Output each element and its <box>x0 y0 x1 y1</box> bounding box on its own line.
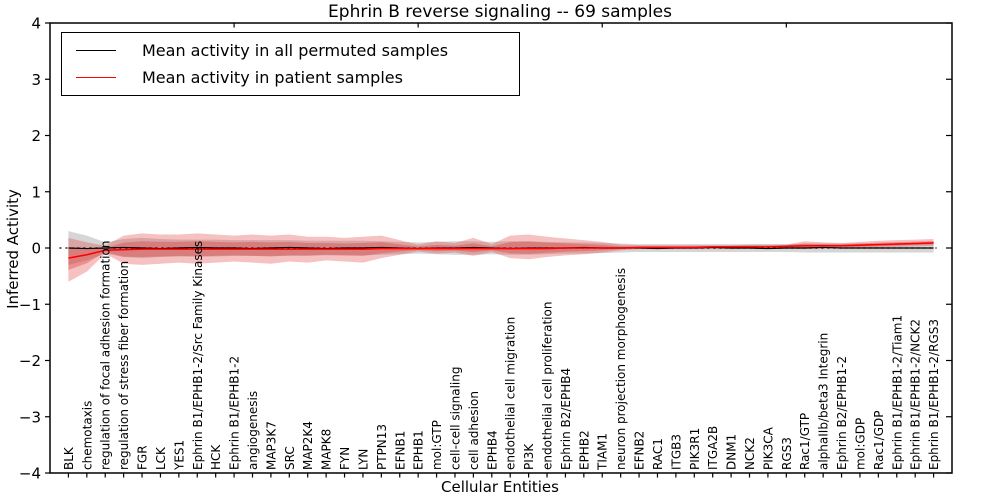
x-tick-label: endothelial cell migration <box>504 317 518 470</box>
x-tick-label: EFNB2 <box>633 431 647 470</box>
x-tick-label: RAC1 <box>651 438 665 470</box>
y-tick-label: 1 <box>31 183 41 201</box>
x-tick-label: Ephrin B1/EPHB1-2/NCK2 <box>909 319 923 470</box>
y-tick-label: −4 <box>19 465 41 483</box>
x-tick-label: Rac1/GTP <box>798 413 812 470</box>
x-tick-label: PI3K <box>522 443 536 470</box>
x-tick-label: RGS3 <box>780 437 794 470</box>
x-tick-label: EPHB2 <box>577 430 591 470</box>
x-tick-label: BLK <box>62 446 76 470</box>
y-tick-label: 0 <box>31 240 41 258</box>
patient-band-inner <box>68 240 934 270</box>
x-tick-label: Ephrin B2/EPHB4 <box>559 368 573 470</box>
patient-mean-line <box>68 242 934 259</box>
legend-entry-permuted: Mean activity in all permuted samples <box>62 38 519 64</box>
patient-band-outer <box>68 233 934 282</box>
x-tick-label: Ephrin B1/EPHB1-2/RGS3 <box>927 319 941 470</box>
x-tick-label: regulation of stress fiber formation <box>117 261 131 470</box>
x-tick-label: PIK3CA <box>761 426 775 470</box>
x-tick-label: alphaIIb/beta3 Integrin <box>817 333 831 470</box>
legend-entry-patient: Mean activity in patient samples <box>62 65 519 91</box>
x-tick-label: cell-cell signaling <box>448 366 462 470</box>
legend-label-patient: Mean activity in patient samples <box>142 68 403 87</box>
x-tick-label: MAP3K7 <box>264 421 278 470</box>
x-tick-label: EFNB1 <box>393 431 407 470</box>
x-tick-label: LYN <box>356 449 370 470</box>
y-tick-label: 3 <box>31 71 41 89</box>
x-tick-label: PTPN13 <box>375 424 389 470</box>
x-tick-label: FGR <box>136 445 150 470</box>
x-tick-label: LCK <box>154 446 168 470</box>
x-tick-label: regulation of focal adhesion formation <box>99 241 113 470</box>
patient-line-swatch <box>76 77 116 78</box>
x-tick-label: ITGB3 <box>669 434 683 470</box>
x-tick-label: Ephrin B2/EPHB1-2 <box>835 356 849 470</box>
x-axis-label: Cellular Entities <box>441 478 559 496</box>
x-tick-label: SRC <box>283 446 297 470</box>
x-tick-label: MAP2K4 <box>301 421 315 470</box>
x-tick-label: Rac1/GDP <box>872 411 886 470</box>
legend-label-permuted: Mean activity in all permuted samples <box>142 41 449 60</box>
y-tick-label: 2 <box>31 127 41 145</box>
x-tick-label: cell adhesion <box>467 391 481 470</box>
x-tick-label: neuron projection morphogenesis <box>614 268 628 470</box>
y-tick-label: −2 <box>19 352 41 370</box>
y-tick-label: −3 <box>19 408 41 426</box>
x-tick-label: Ephrin B1/EPHB1-2/Tiam1 <box>890 315 904 470</box>
x-tick-label: mol:GTP <box>430 420 444 470</box>
x-tick-label: angiogenesis <box>246 391 260 470</box>
x-tick-label: Ephrin B1/EPHB1-2 <box>228 356 242 470</box>
x-tick-label: EPHB4 <box>485 430 499 470</box>
x-tick-label: ITGA2B <box>706 426 720 470</box>
x-tick-label: PIK3R1 <box>688 428 702 470</box>
x-tick-label: mol:GDP <box>853 418 867 470</box>
x-tick-label: Ephrin B1/EPHB1-2/Src Family Kinases <box>191 241 205 470</box>
x-tick-label: NCK2 <box>743 437 757 470</box>
chart-title: Ephrin B reverse signaling -- 69 samples <box>328 2 672 22</box>
legend: Mean activity in all permuted samples Me… <box>61 32 520 96</box>
x-tick-label: MAPK8 <box>320 429 334 470</box>
permuted-line-swatch <box>76 50 116 51</box>
y-tick-label: −1 <box>19 296 41 314</box>
x-tick-label: TIAM1 <box>596 433 610 471</box>
y-tick-label: 4 <box>31 15 41 33</box>
x-tick-label: YES1 <box>172 440 186 471</box>
x-tick-label: endothelial cell proliferation <box>541 302 555 470</box>
x-tick-label: DNM1 <box>725 434 739 470</box>
x-tick-label: chemotaxis <box>80 401 94 470</box>
x-tick-label: FYN <box>338 447 352 470</box>
x-tick-label: EPHB1 <box>412 430 426 470</box>
x-tick-label: HCK <box>209 444 223 470</box>
